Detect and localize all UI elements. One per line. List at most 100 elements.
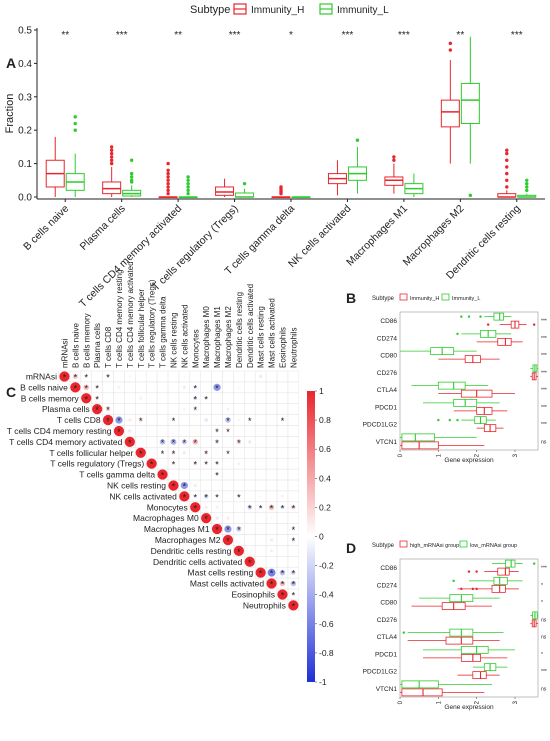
grid-cell (233, 468, 245, 481)
significance-star: * (292, 503, 296, 513)
correlation-circle (182, 451, 186, 455)
correlation-circle (237, 494, 241, 498)
grid-cell (265, 523, 278, 535)
grid-cell (265, 403, 278, 415)
y-tick-label: PDCD1 (375, 651, 397, 658)
grid-cell (254, 468, 267, 481)
correlation-circle (128, 429, 132, 433)
legend-entry: Immunity_H (410, 296, 439, 302)
grid-cell (145, 370, 158, 383)
correlation-circle (267, 568, 276, 577)
outlier-point (109, 161, 114, 166)
significance-star: * (259, 503, 263, 513)
row-label: T cells CD8 (57, 415, 101, 425)
x-tick-label: 2 (475, 700, 481, 704)
outlier-point (279, 185, 283, 189)
y-tick-label: CTLA4 (377, 387, 398, 394)
correlation-circle (105, 406, 111, 412)
significance-label: *** (229, 30, 241, 41)
significance-star: * (183, 492, 187, 502)
correlation-circle (259, 495, 262, 498)
grid-cell (156, 370, 169, 383)
outlier-point (460, 315, 463, 318)
significance-label: *** (541, 370, 547, 376)
correlation-circle (179, 491, 190, 502)
grid-cell (276, 425, 289, 437)
grid-cell (200, 479, 212, 492)
grid-cell (233, 370, 245, 383)
box (102, 181, 122, 195)
grid-cell (222, 479, 234, 492)
grid-cell (233, 392, 245, 404)
correlation-circle (193, 407, 198, 411)
significance-star: * (161, 438, 165, 448)
correlation-circle (248, 440, 252, 444)
grid-cell (265, 447, 278, 459)
correlation-circle (291, 504, 296, 510)
correlation-circle (290, 580, 297, 587)
x-axis-label: Gene expression (444, 704, 494, 711)
significance-star: * (106, 416, 110, 426)
significance-star: * (193, 503, 197, 513)
grid-cell (244, 468, 256, 481)
x-tick-label: Macrophages M1 (344, 203, 410, 269)
outlier-point (479, 315, 482, 318)
correlation-circle (128, 418, 132, 422)
box (401, 688, 443, 697)
significance-star: * (226, 536, 230, 546)
grid-cell (211, 414, 223, 426)
correlation-circle (215, 505, 219, 509)
outlier-point (460, 587, 463, 591)
correlation-circle (277, 589, 288, 600)
row-label: Dendritic cells activated (153, 557, 243, 567)
row-label: NK cells activated (109, 491, 177, 501)
outlier-point (471, 587, 475, 591)
grid-cell (222, 381, 234, 394)
column-label: B cells memory (82, 313, 91, 368)
correlation-circle (268, 504, 275, 511)
panel-b: Subtype Immunity_H Immunity_L CD86 *** CD274 *… (363, 293, 547, 464)
grid-cell (287, 403, 300, 415)
grid-cell (135, 370, 147, 383)
legend-entry: high_mRNAsi group (410, 543, 459, 549)
grid-cell (178, 468, 191, 481)
significance-star: * (193, 394, 197, 404)
grid-cell (244, 370, 256, 383)
grid-cell (276, 436, 289, 448)
correlation-circle (291, 538, 296, 542)
correlation-circle (226, 407, 230, 411)
correlation-circle (135, 447, 146, 458)
correlation-circle (291, 527, 295, 531)
correlation-circle (288, 600, 299, 611)
outlier-point (525, 178, 529, 182)
correlation-circle (128, 375, 131, 378)
grid-cell (276, 523, 289, 535)
y-tick-label: PDCD1LG2 (363, 669, 398, 676)
grid-cell (211, 479, 223, 492)
grid-cell (265, 414, 278, 426)
grid-cell (113, 392, 125, 404)
grid-cell (244, 381, 256, 394)
row-label: Eosinophils (232, 589, 275, 599)
grid-cell (222, 436, 234, 448)
grid-cell (178, 392, 191, 404)
row-label: mRNAsi (26, 371, 57, 381)
grid-cell (211, 392, 223, 404)
grid-cell (287, 414, 300, 426)
correlation-circle (233, 545, 244, 556)
column-label: NK cells activated (180, 304, 189, 368)
grid-cell (254, 403, 267, 415)
outlier-point (166, 181, 170, 186)
significance-star: * (215, 525, 219, 535)
correlation-circle (237, 386, 240, 389)
y-tick-label: VTCN1 (376, 686, 398, 693)
significance-label: *** (541, 336, 547, 342)
y-tick-label: CD80 (380, 353, 397, 360)
panel-label-D: D (346, 540, 356, 556)
grid-cell (276, 512, 289, 524)
outlier-point (355, 138, 360, 142)
column-label: Dendritic cells resting (235, 292, 244, 368)
grid-cell (244, 534, 256, 546)
correlation-circle (215, 439, 220, 444)
grid-cell (287, 599, 300, 612)
